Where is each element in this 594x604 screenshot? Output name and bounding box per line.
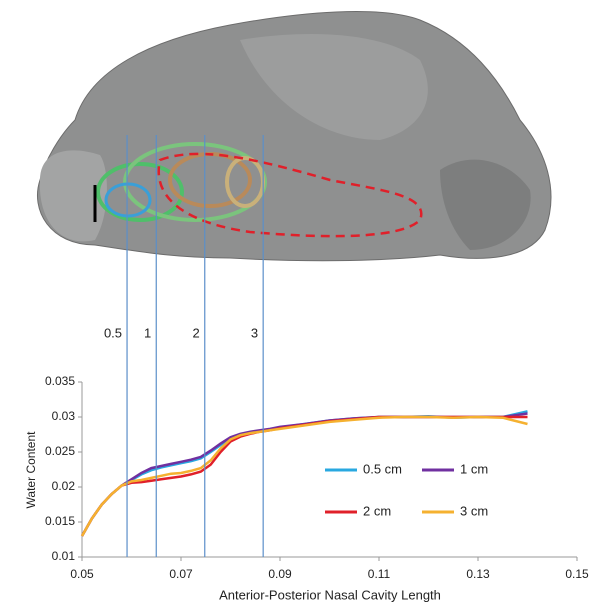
nasal-cavity-render [37, 12, 551, 261]
legend-label: 3 cm [460, 503, 488, 518]
y-tick-label: 0.015 [45, 514, 75, 528]
position-marker-label: 2 [193, 325, 200, 340]
x-tick-label: 0.05 [70, 567, 94, 581]
position-marker-label: 3 [251, 325, 258, 340]
y-tick-label: 0.03 [52, 409, 76, 423]
y-tick-label: 0.01 [52, 549, 76, 563]
figure: Anterior-Posterior Nasal Cavity Length W… [0, 0, 594, 604]
x-axis-title: Anterior-Posterior Nasal Cavity Length [219, 587, 441, 602]
x-tick-label: 0.13 [466, 567, 490, 581]
x-tick-label: 0.11 [368, 567, 391, 581]
position-marker-label: 0.5 [104, 325, 122, 340]
legend-label: 0.5 cm [363, 461, 402, 476]
x-tick-label: 0.15 [565, 567, 589, 581]
position-marker-label: 1 [144, 325, 151, 340]
x-tick-label: 0.09 [268, 567, 292, 581]
legend-label: 1 cm [460, 461, 488, 476]
y-tick-label: 0.025 [45, 444, 75, 458]
y-axis-title: Water Content [24, 431, 38, 509]
y-tick-label: 0.035 [45, 374, 75, 388]
y-tick-label: 0.02 [52, 479, 76, 493]
x-tick-label: 0.07 [169, 567, 193, 581]
legend-label: 2 cm [363, 503, 391, 518]
